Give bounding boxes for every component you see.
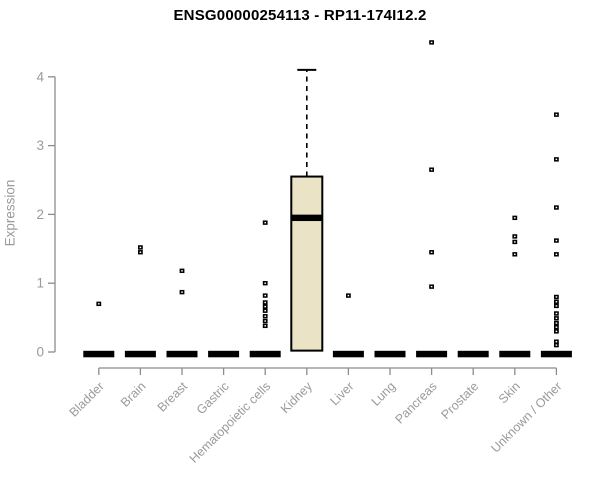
x-tick-label: Kidney (278, 379, 315, 416)
outlier-point-center (181, 270, 183, 272)
median-line (332, 350, 364, 358)
x-tick-label: Brain (118, 379, 149, 410)
median-line (124, 350, 156, 358)
outlier-point-center (514, 235, 516, 238)
x-tick-label: Pancreas (392, 379, 439, 426)
y-tick-label: 1 (36, 276, 44, 291)
outlier-point-center (430, 168, 433, 171)
x-tick-label: Gastric (194, 379, 232, 417)
outlier-point-center (264, 301, 266, 304)
outlier-point-center (555, 113, 558, 116)
median-line (291, 214, 323, 222)
median-line (416, 350, 448, 358)
median-line (166, 350, 198, 358)
outlier-point-center (555, 301, 558, 303)
x-tick-label: Unknown / Other (488, 379, 564, 455)
outlier-point-center (264, 325, 266, 327)
outlier-point-center (264, 320, 266, 322)
outlier-point-center (555, 253, 558, 256)
outlier-point-center (264, 315, 266, 317)
median-line (83, 350, 115, 358)
outlier-point-center (139, 246, 142, 249)
outlier-point-center (555, 330, 558, 333)
x-tick-label: Bladder (67, 379, 107, 419)
median-line (540, 350, 572, 358)
outlier-point-center (555, 312, 558, 315)
outlier-point-center (264, 294, 266, 297)
outlier-point-center (555, 317, 558, 319)
median-line (499, 350, 531, 358)
x-tick-label: Skin (496, 379, 523, 406)
outlier-point-center (555, 239, 558, 242)
outlier-point-center (139, 251, 142, 253)
outlier-point-center (514, 253, 516, 256)
outlier-point-center (347, 294, 350, 297)
outlier-point-center (555, 344, 558, 346)
outlier-point-center (555, 158, 558, 161)
x-tick-label: Lung (369, 379, 399, 409)
box (290, 175, 324, 352)
median-line (249, 350, 281, 358)
y-tick-label: 4 (36, 69, 44, 84)
outlier-point-center (514, 217, 516, 219)
outlier-point-center (430, 251, 433, 253)
median-line (208, 350, 240, 358)
y-tick-label: 2 (36, 207, 44, 222)
outlier-point-center (181, 291, 183, 293)
outlier-point-center (555, 305, 558, 307)
outlier-point-center (264, 221, 266, 224)
median-line (457, 350, 489, 358)
outlier-point-center (555, 206, 558, 209)
outlier-point-center (555, 340, 558, 343)
x-tick-label: Hematopoietic cells (187, 379, 274, 466)
chart-title: ENSG00000254113 - RP11-174I12.2 (173, 7, 427, 24)
y-tick-label: 3 (36, 138, 44, 153)
outlier-point-center (555, 326, 558, 328)
x-tick-label: Liver (327, 379, 356, 408)
outlier-point-center (514, 241, 516, 243)
x-tick-label: Prostate (438, 379, 481, 422)
outlier-point-center (430, 285, 433, 288)
outlier-point-center (430, 41, 433, 44)
outlier-point-center (264, 282, 266, 284)
outlier-point-center (555, 322, 558, 324)
outlier-point-center (264, 310, 266, 312)
median-line (374, 350, 406, 358)
x-tick-label: Breast (155, 379, 191, 415)
y-tick-label: 0 (36, 345, 44, 360)
outlier-point-center (555, 296, 558, 298)
outlier-point-center (264, 305, 266, 308)
outlier-point-center (98, 303, 100, 305)
